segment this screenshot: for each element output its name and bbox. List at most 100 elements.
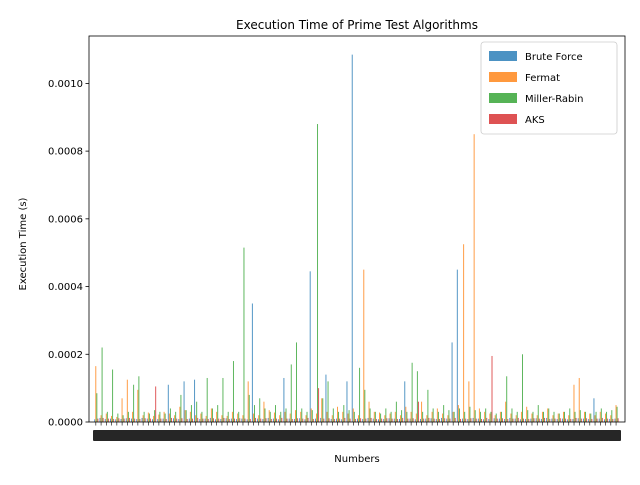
bar-miller-rabin-37 bbox=[290, 364, 292, 422]
bar-brute-force-21 bbox=[204, 418, 206, 422]
bar-aks-32 bbox=[265, 418, 267, 422]
bar-aks-60 bbox=[412, 418, 414, 422]
bar-miller-rabin-25 bbox=[227, 411, 229, 422]
bar-fermat-57 bbox=[394, 411, 396, 422]
bar-brute-force-81 bbox=[519, 419, 521, 422]
bar-aks-56 bbox=[391, 418, 393, 422]
bar-brute-force-83 bbox=[530, 418, 532, 422]
bar-aks-74 bbox=[486, 417, 488, 422]
bar-miller-rabin-96 bbox=[600, 408, 602, 422]
bar-fermat-64 bbox=[431, 411, 433, 422]
bar-miller-rabin-0 bbox=[96, 393, 98, 422]
bar-brute-force-15 bbox=[173, 418, 175, 422]
bar-miller-rabin-65 bbox=[437, 411, 439, 422]
bar-aks-50 bbox=[360, 418, 362, 422]
bar-brute-force-8 bbox=[136, 418, 138, 422]
bar-miller-rabin-70 bbox=[464, 411, 466, 422]
bar-fermat-45 bbox=[331, 415, 333, 422]
bar-aks-28 bbox=[244, 418, 246, 422]
bar-miller-rabin-72 bbox=[474, 410, 476, 422]
bar-aks-47 bbox=[344, 417, 346, 422]
bar-fermat-70 bbox=[463, 244, 465, 422]
bar-aks-95 bbox=[596, 418, 598, 422]
bar-aks-54 bbox=[381, 418, 383, 422]
bar-miller-rabin-85 bbox=[543, 411, 544, 422]
bar-brute-force-19 bbox=[194, 379, 196, 422]
bar-fermat-34 bbox=[273, 412, 275, 422]
bar-miller-rabin-2 bbox=[106, 411, 108, 422]
bar-miller-rabin-73 bbox=[479, 411, 481, 422]
bar-brute-force-63 bbox=[425, 418, 427, 422]
bar-miller-rabin-21 bbox=[206, 377, 208, 422]
bar-miller-rabin-88 bbox=[558, 413, 560, 422]
bar-miller-rabin-13 bbox=[164, 413, 166, 422]
bar-aks-14 bbox=[170, 417, 172, 422]
bar-miller-rabin-33 bbox=[269, 411, 271, 422]
legend-swatch bbox=[489, 93, 517, 103]
bar-brute-force-54 bbox=[378, 419, 379, 422]
plot-frame bbox=[88, 35, 626, 423]
bar-miller-rabin-35 bbox=[280, 411, 282, 422]
bar-brute-force-93 bbox=[582, 418, 584, 422]
bar-miller-rabin-31 bbox=[259, 398, 261, 422]
bar-fermat-8 bbox=[137, 389, 139, 422]
bar-aks-86 bbox=[549, 418, 551, 422]
bar-aks-82 bbox=[528, 418, 530, 422]
bar-brute-force-99 bbox=[614, 418, 616, 422]
bar-fermat-52 bbox=[368, 401, 370, 422]
bar-fermat-91 bbox=[573, 384, 575, 422]
bar-brute-force-44 bbox=[325, 374, 327, 422]
bar-aks-89 bbox=[565, 418, 567, 422]
bars-layer bbox=[94, 54, 619, 423]
bar-brute-force-62 bbox=[420, 418, 422, 422]
bar-miller-rabin-28 bbox=[243, 247, 245, 422]
bar-brute-force-59 bbox=[404, 381, 406, 422]
bar-fermat-53 bbox=[373, 411, 375, 422]
bar-fermat-9 bbox=[142, 415, 144, 422]
bar-fermat-37 bbox=[289, 413, 291, 422]
bar-brute-force-16 bbox=[178, 418, 180, 422]
bar-aks-85 bbox=[544, 417, 546, 422]
bar-fermat-89 bbox=[562, 411, 564, 422]
y-tick-label: 0.0008 bbox=[48, 147, 83, 158]
bar-brute-force-77 bbox=[498, 418, 500, 422]
bar-fermat-16 bbox=[179, 406, 181, 422]
bar-aks-68 bbox=[454, 417, 456, 422]
bar-fermat-44 bbox=[326, 411, 328, 422]
bar-brute-force-26 bbox=[230, 418, 232, 422]
bar-aks-13 bbox=[165, 418, 167, 422]
bar-aks-35 bbox=[281, 417, 283, 422]
bar-fermat-90 bbox=[568, 415, 570, 422]
bar-aks-24 bbox=[223, 417, 225, 422]
bar-brute-force-18 bbox=[188, 418, 190, 422]
bar-brute-force-76 bbox=[493, 418, 495, 422]
bar-miller-rabin-94 bbox=[590, 413, 592, 422]
bar-brute-force-87 bbox=[551, 418, 553, 422]
bar-brute-force-85 bbox=[540, 418, 542, 422]
bar-aks-34 bbox=[276, 418, 278, 422]
bar-fermat-94 bbox=[589, 413, 591, 422]
bar-aks-90 bbox=[570, 418, 572, 422]
bar-fermat-85 bbox=[541, 411, 543, 422]
bar-brute-force-24 bbox=[220, 418, 222, 422]
bar-brute-force-43 bbox=[320, 417, 322, 422]
bar-fermat-78 bbox=[505, 401, 507, 422]
bar-fermat-17 bbox=[184, 410, 186, 422]
bar-brute-force-37 bbox=[288, 418, 290, 422]
bar-brute-force-60 bbox=[409, 418, 411, 422]
bar-fermat-13 bbox=[163, 411, 165, 422]
bar-miller-rabin-41 bbox=[311, 410, 313, 422]
bar-fermat-82 bbox=[526, 406, 528, 422]
bar-aks-41 bbox=[312, 418, 314, 422]
bar-miller-rabin-52 bbox=[369, 408, 371, 422]
bar-fermat-79 bbox=[510, 413, 512, 422]
bar-brute-force-22 bbox=[209, 417, 211, 422]
bar-aks-6 bbox=[128, 417, 130, 422]
bar-brute-force-73 bbox=[477, 418, 479, 422]
bar-fermat-2 bbox=[105, 413, 107, 422]
bar-miller-rabin-56 bbox=[390, 411, 392, 422]
bar-fermat-75 bbox=[489, 413, 491, 422]
bar-aks-78 bbox=[507, 418, 509, 422]
bar-fermat-99 bbox=[615, 405, 617, 422]
bar-miller-rabin-51 bbox=[364, 389, 366, 422]
